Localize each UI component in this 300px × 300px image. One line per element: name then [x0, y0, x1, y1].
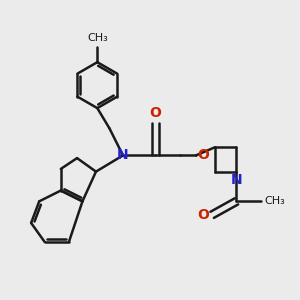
- Text: N: N: [231, 173, 242, 187]
- Text: O: O: [197, 148, 209, 162]
- Text: CH₃: CH₃: [265, 196, 286, 206]
- Text: O: O: [198, 208, 209, 222]
- Text: CH₃: CH₃: [87, 33, 108, 43]
- Text: O: O: [149, 106, 161, 120]
- Text: N: N: [117, 148, 129, 162]
